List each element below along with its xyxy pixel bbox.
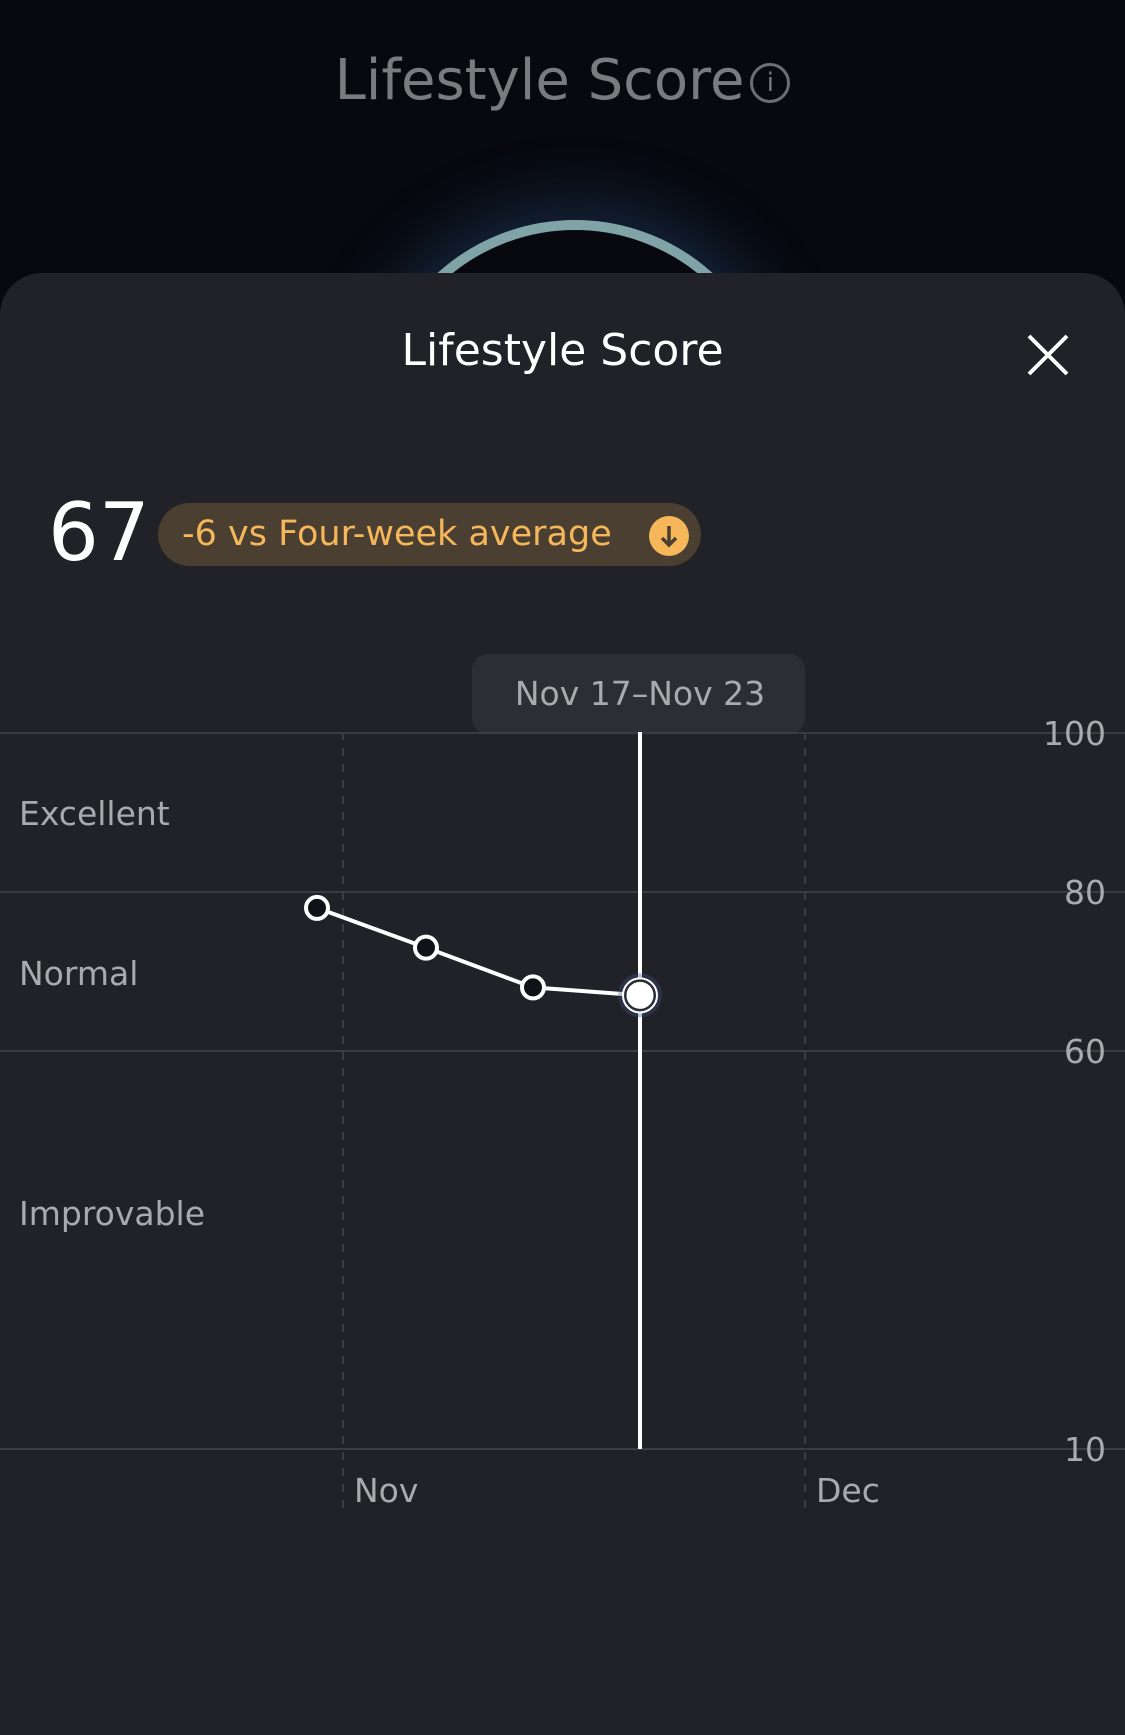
y-tick-100: 100 <box>1043 714 1106 753</box>
score-value: 67 <box>48 486 150 579</box>
comparison-text: -6 vs Four-week average <box>182 514 612 554</box>
arrow-down-circle-icon <box>649 516 689 556</box>
score-line <box>316 906 641 998</box>
y-tick-60: 60 <box>1064 1032 1106 1071</box>
x-tick-nov: Nov <box>354 1471 418 1510</box>
y-tick-10: 10 <box>1064 1430 1106 1469</box>
x-tick-dec: Dec <box>816 1471 880 1510</box>
tooltip-label: Nov 17–Nov 23 <box>515 674 765 713</box>
band-label-excellent: Excellent <box>19 794 170 833</box>
tooltip-box <box>472 654 805 734</box>
data-point <box>623 978 657 1012</box>
band-label-improvable: Improvable <box>19 1194 205 1233</box>
band-label-normal: Normal <box>19 954 138 993</box>
comparison-badge: -6 vs Four-week average <box>158 503 701 566</box>
info-circle-icon[interactable]: i <box>750 63 791 103</box>
sheet-title: Lifestyle Score <box>401 325 724 376</box>
selected-point-ring <box>622 977 658 1014</box>
y-tick-80: 80 <box>1064 873 1106 912</box>
background-title-text: Lifestyle Score <box>334 48 745 113</box>
data-point <box>413 934 439 961</box>
data-point <box>520 974 546 1001</box>
close-icon[interactable] <box>1026 333 1070 377</box>
background-title: Lifestyle Score i <box>0 48 1125 113</box>
bottom-sheet: Lifestyle Score 67 -6 vs Four-week avera… <box>0 273 1125 1735</box>
data-point <box>304 894 330 921</box>
